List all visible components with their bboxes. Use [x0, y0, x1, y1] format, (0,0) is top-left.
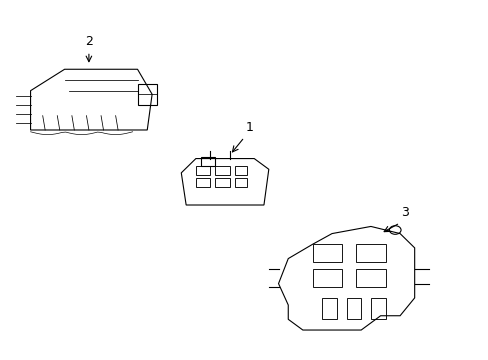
Bar — [356, 244, 385, 262]
Bar — [370, 298, 385, 319]
Bar — [346, 298, 361, 319]
Bar — [312, 244, 341, 262]
Text: 3: 3 — [400, 206, 408, 219]
Bar — [215, 166, 229, 175]
Text: 1: 1 — [245, 121, 253, 134]
Bar — [201, 157, 215, 166]
Bar — [312, 269, 341, 287]
Text: 2: 2 — [85, 35, 93, 48]
Bar — [234, 166, 246, 175]
Bar — [196, 166, 210, 175]
Bar — [196, 178, 210, 187]
Bar — [322, 298, 336, 319]
Bar — [234, 178, 246, 187]
Bar — [356, 269, 385, 287]
Bar — [215, 178, 229, 187]
